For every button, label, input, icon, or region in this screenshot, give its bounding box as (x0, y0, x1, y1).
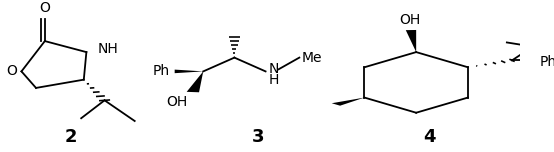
Text: O: O (7, 64, 18, 78)
Text: 3: 3 (252, 128, 264, 146)
Polygon shape (187, 71, 203, 92)
Text: N: N (268, 62, 279, 76)
Text: Me: Me (302, 51, 322, 65)
Text: OH: OH (166, 95, 188, 109)
Text: NH: NH (98, 42, 119, 56)
Polygon shape (332, 98, 365, 106)
Polygon shape (406, 30, 416, 52)
Text: 2: 2 (65, 128, 77, 146)
Text: O: O (39, 1, 50, 15)
Text: OH: OH (399, 13, 420, 27)
Text: Ph: Ph (152, 64, 170, 78)
Text: Ph: Ph (540, 55, 554, 69)
Text: H: H (268, 73, 279, 87)
Text: 4: 4 (423, 128, 435, 146)
Polygon shape (175, 70, 203, 73)
